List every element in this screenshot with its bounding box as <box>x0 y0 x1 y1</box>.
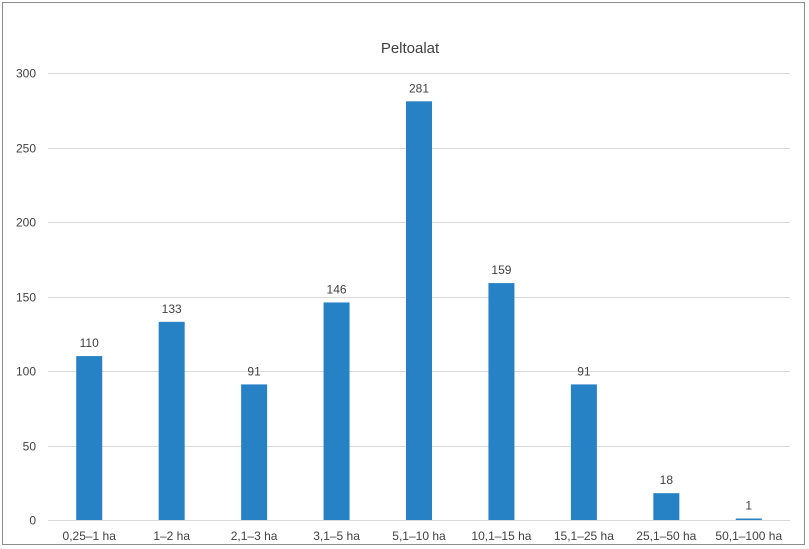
x-category-label: 3,1–5 ha <box>313 529 360 543</box>
y-tick-label: 100 <box>16 365 36 379</box>
bar <box>570 384 597 520</box>
x-category-label: 10,1–15 ha <box>471 529 531 543</box>
bar <box>488 283 515 520</box>
x-category-label: 0,25–1 ha <box>63 529 117 543</box>
x-category-label: 50,1–100 ha <box>715 529 782 543</box>
y-tick-label: 250 <box>16 142 36 156</box>
bar <box>653 493 680 520</box>
data-label: 1 <box>745 499 752 513</box>
bar <box>241 384 268 520</box>
x-axis-categories: 0,25–1 ha 1–2 ha 2,1–3 ha 3,1–5 ha 5,1–10 ha… <box>63 529 783 543</box>
y-tick-label: 150 <box>16 291 36 305</box>
bar <box>323 302 350 520</box>
chart-title: Peltoalat <box>381 40 440 57</box>
x-category-label: 1–2 ha <box>153 529 190 543</box>
data-label: 91 <box>247 364 261 378</box>
data-label: 133 <box>162 302 182 316</box>
data-label: 110 <box>80 336 99 350</box>
data-label: 91 <box>577 364 591 378</box>
y-tick-label: 50 <box>23 440 37 454</box>
y-tick-label: 300 <box>16 67 36 81</box>
x-category-label: 5,1–10 ha <box>392 529 446 543</box>
x-category-label: 2,1–3 ha <box>231 529 278 543</box>
y-tick-label: 200 <box>16 216 36 230</box>
x-category-label: 25,1–50 ha <box>636 529 696 543</box>
data-label: 146 <box>327 282 347 296</box>
bar <box>735 518 762 520</box>
bars <box>76 101 762 520</box>
data-label: 18 <box>660 473 674 487</box>
y-axis-ticks: 0 50 100 150 200 250 300 <box>16 67 36 528</box>
bar <box>406 101 432 520</box>
x-category-label: 15,1–25 ha <box>554 529 614 543</box>
y-tick-label: 0 <box>29 514 36 528</box>
data-label: 281 <box>409 81 429 95</box>
bar <box>76 356 103 520</box>
data-labels: 110 133 91 146 281 159 91 18 1 <box>80 81 753 512</box>
bar <box>158 321 185 520</box>
data-label: 159 <box>491 263 511 277</box>
